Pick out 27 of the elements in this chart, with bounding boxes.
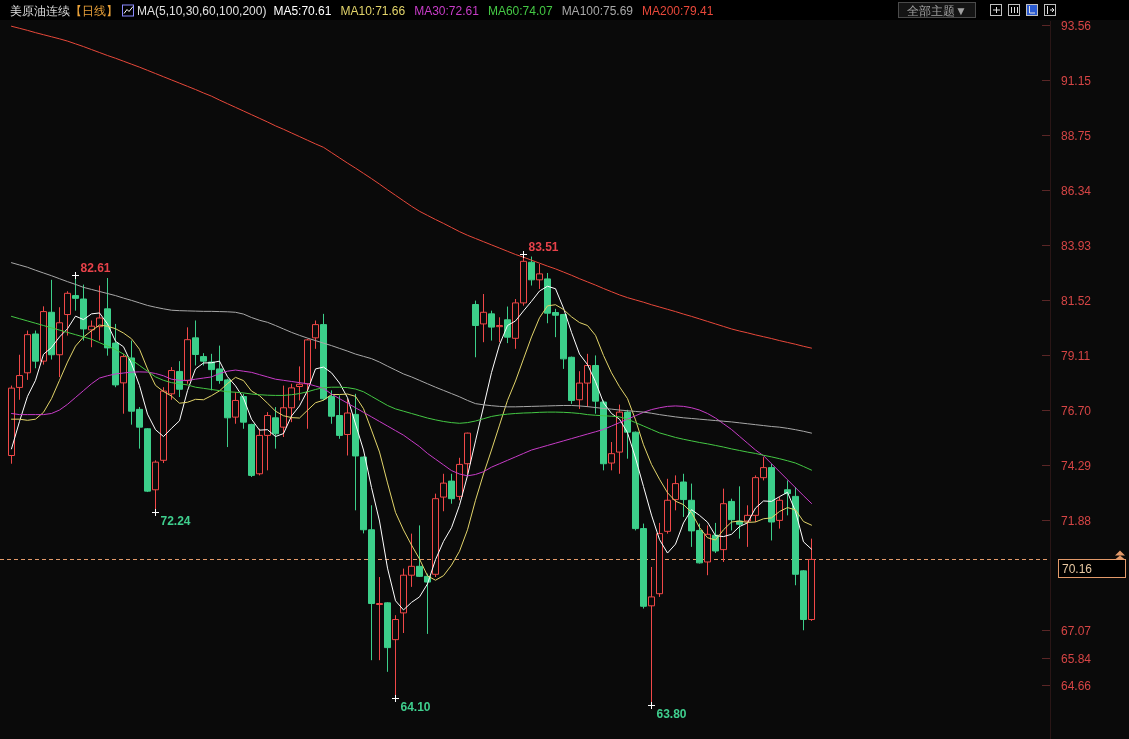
- y-tick-label: 86.34: [1061, 183, 1092, 198]
- chart-subtitle: 【日线】: [70, 3, 118, 18]
- y-tick-label: 93.56: [1061, 18, 1092, 33]
- data-label: 63.80: [656, 706, 687, 721]
- point: [647, 701, 656, 710]
- y-tick-label: 79.11: [1061, 348, 1091, 363]
- y-tick-label: 91.15: [1061, 73, 1092, 88]
- chart-title: 美原油连续: [10, 3, 70, 18]
- ref-line-label: 70.16: [1062, 561, 1093, 576]
- legend: MA(5,10,30,60,100,200) MA5:70.61 MA10:71.66 MA30:72.61 MA60:74.07 MA100:75.69 MA200:79.41: [137, 3, 714, 18]
- point: [391, 694, 400, 703]
- point: [519, 250, 528, 259]
- y-tick-label: 83.93: [1061, 238, 1092, 253]
- point: [151, 508, 160, 517]
- y-tick-label: 76.70: [1061, 403, 1092, 418]
- y-tick-label: 67.07: [1061, 623, 1092, 638]
- point: [71, 271, 80, 280]
- data-label: 83.51: [528, 239, 559, 254]
- y-tick-label: 65.84: [1061, 651, 1092, 666]
- y-tick-label: 64.66: [1061, 678, 1092, 693]
- data-label: 64.10: [400, 699, 431, 714]
- data-label: 72.24: [160, 513, 191, 528]
- data-label: 82.61: [80, 260, 111, 275]
- y-tick-label: 74.29: [1061, 458, 1092, 473]
- y-tick-label: 88.75: [1061, 128, 1092, 143]
- y-tick-label: 81.52: [1061, 293, 1092, 308]
- y-tick-label: 71.88: [1061, 513, 1092, 528]
